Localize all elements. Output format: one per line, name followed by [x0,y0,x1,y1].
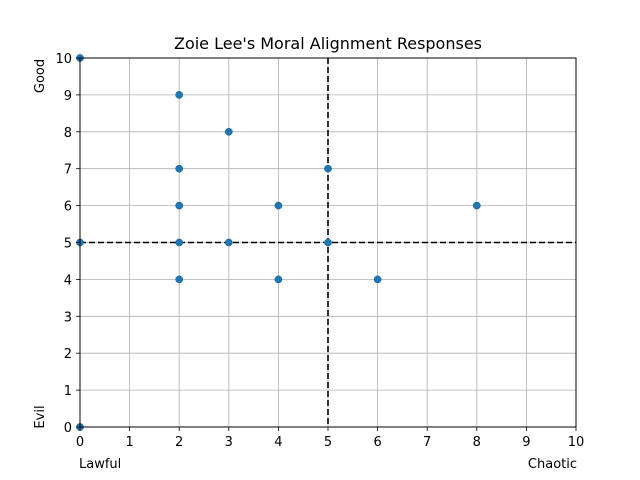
x-tick-label: 9 [522,435,530,450]
data-point [274,201,283,210]
data-point [324,164,332,173]
x-tick-label: 8 [473,435,481,450]
y-tick-label: 4 [64,273,72,288]
y-tick-label: 0 [64,421,72,436]
y-axis-ticks: 0 1 2 3 4 5 6 7 8 9 10 [55,52,80,436]
x-axis-ticks: 0 1 2 3 4 5 6 7 8 9 10 [76,427,584,450]
x-axis-right-label: Chaotic [528,457,577,472]
y-tick-label: 7 [64,163,72,178]
x-tick-label: 7 [423,435,431,450]
data-point [324,238,332,247]
data-point [224,238,233,247]
y-tick-label: 3 [64,310,72,325]
data-points [76,54,481,431]
data-point [373,275,382,284]
x-axis-left-label: Lawful [79,457,121,472]
x-tick-label: 0 [76,435,84,450]
data-point [472,201,481,210]
x-tick-label: 6 [373,435,381,450]
chart-title: Zoie Lee's Moral Alignment Responses [174,34,482,53]
y-tick-label: 8 [64,126,72,141]
x-tick-label: 3 [225,435,233,450]
data-point [175,201,184,210]
y-tick-label: 5 [64,237,72,252]
data-point [224,127,233,136]
data-point [175,91,184,99]
y-tick-label: 2 [64,347,72,362]
x-tick-label: 4 [274,435,282,450]
y-axis-top-label: Good [33,59,48,93]
y-axis-bottom-label: Evil [33,405,48,428]
data-point [274,275,283,284]
x-tick-label: 5 [324,435,332,450]
y-tick-label: 1 [64,384,72,399]
y-tick-label: 10 [55,52,72,67]
data-point [175,164,184,173]
y-tick-label: 9 [64,89,72,104]
x-tick-label: 2 [175,435,183,450]
y-tick-label: 6 [64,200,72,215]
x-tick-label: 10 [568,435,585,450]
data-point [175,275,184,284]
data-point [175,238,184,247]
x-tick-label: 1 [125,435,133,450]
